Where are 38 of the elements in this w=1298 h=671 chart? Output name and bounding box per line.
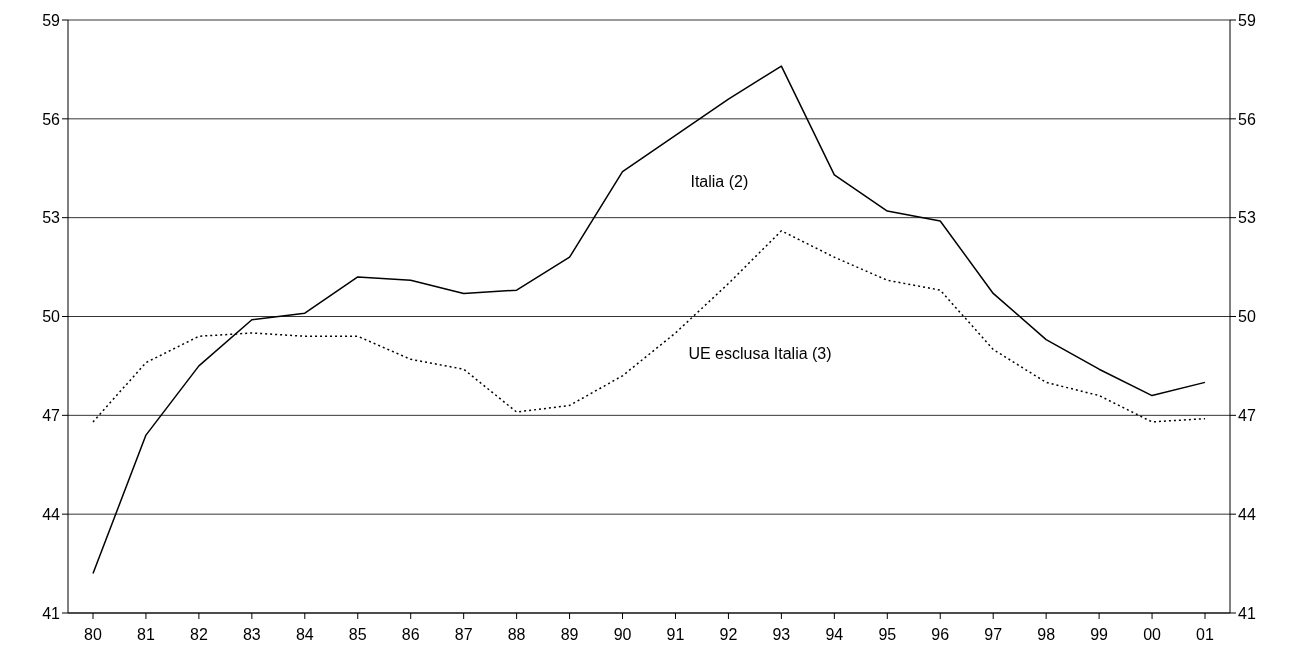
x-tick-label: 86 <box>401 626 420 644</box>
x-tick-label: 00 <box>1143 626 1162 644</box>
x-tick-label: 83 <box>242 626 261 644</box>
x-tick-label: 90 <box>613 626 632 644</box>
x-tick-label: 89 <box>560 626 579 644</box>
x-tick-label: 97 <box>984 626 1003 644</box>
y-tick-label: 41 <box>42 604 61 622</box>
y2-tick-label: 41 <box>1238 604 1256 622</box>
y-tick-label: 50 <box>42 308 61 326</box>
y2-tick-label: 47 <box>1238 407 1256 425</box>
x-tick-label: 82 <box>190 626 208 644</box>
x-tick-label: 93 <box>772 626 791 644</box>
x-tick-label: 94 <box>825 626 844 644</box>
y2-tick-label: 44 <box>1238 505 1256 523</box>
y2-tick-label: 53 <box>1238 209 1256 227</box>
text: Italia (2) <box>690 173 749 191</box>
y2-tick-label: 59 <box>1238 11 1256 29</box>
x-tick-label: 85 <box>348 626 367 644</box>
x-tick-label: 80 <box>84 626 102 644</box>
y-tick-label: 53 <box>42 209 61 227</box>
series-label: UE esclusa Italia (3) <box>688 344 832 362</box>
y-tick-label: 47 <box>42 407 61 425</box>
y-tick-label: 59 <box>42 11 61 29</box>
x-tick-label: 88 <box>507 626 526 644</box>
y-tick-label: 56 <box>42 110 61 128</box>
y2-tick-label: 50 <box>1238 308 1256 326</box>
y-tick-label: 44 <box>42 505 61 523</box>
x-tick-label: 01 <box>1196 626 1214 644</box>
x-tick-label: 99 <box>1090 626 1109 644</box>
x-tick-label: 95 <box>878 626 897 644</box>
y2-tick-label: 56 <box>1238 110 1256 128</box>
x-tick-label: 84 <box>295 626 314 644</box>
x-tick-label: 87 <box>454 626 473 644</box>
x-tick-label: 96 <box>931 626 950 644</box>
x-tick-label: 81 <box>137 626 155 644</box>
x-tick-label: 98 <box>1037 626 1056 644</box>
x-tick-label: 91 <box>666 626 685 644</box>
x-tick-label: 92 <box>719 626 738 644</box>
